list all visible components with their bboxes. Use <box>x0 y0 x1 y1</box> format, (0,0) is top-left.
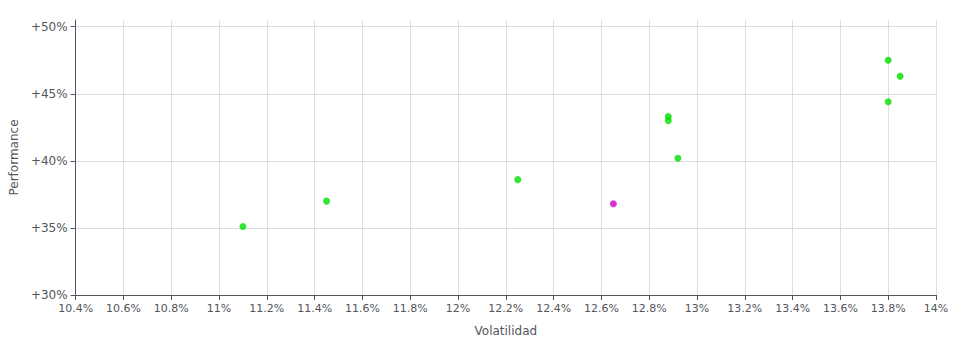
svg-text:10.8%: 10.8% <box>154 302 189 315</box>
svg-text:13.4%: 13.4% <box>775 302 810 315</box>
svg-text:Volatilidad: Volatilidad <box>475 324 538 338</box>
svg-text:+45%: +45% <box>31 87 68 101</box>
svg-text:+35%: +35% <box>31 221 68 235</box>
svg-text:11.2%: 11.2% <box>249 302 284 315</box>
svg-text:12.4%: 12.4% <box>536 302 571 315</box>
svg-text:+30%: +30% <box>31 288 68 302</box>
svg-text:10.4%: 10.4% <box>58 302 93 315</box>
svg-text:11.4%: 11.4% <box>297 302 332 315</box>
svg-text:+40%: +40% <box>31 154 68 168</box>
svg-text:11.6%: 11.6% <box>345 302 380 315</box>
svg-text:13%: 13% <box>685 302 709 315</box>
svg-text:12.8%: 12.8% <box>632 302 667 315</box>
svg-text:13.6%: 13.6% <box>823 302 858 315</box>
svg-text:11%: 11% <box>207 302 231 315</box>
svg-text:12.6%: 12.6% <box>584 302 619 315</box>
svg-text:12%: 12% <box>446 302 470 315</box>
svg-text:11.8%: 11.8% <box>393 302 428 315</box>
svg-text:14%: 14% <box>924 302 948 315</box>
svg-text:13.2%: 13.2% <box>727 302 762 315</box>
svg-text:+50%: +50% <box>31 20 68 34</box>
svg-text:Performance: Performance <box>7 119 21 195</box>
svg-text:12.2%: 12.2% <box>488 302 523 315</box>
svg-text:13.8%: 13.8% <box>871 302 906 315</box>
svg-text:10.6%: 10.6% <box>106 302 141 315</box>
